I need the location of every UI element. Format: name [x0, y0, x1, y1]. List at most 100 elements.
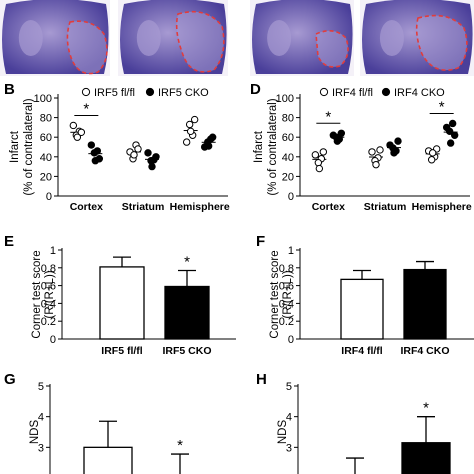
- y-tick-label: 0.6: [279, 281, 294, 293]
- y-tick-label: 60: [282, 132, 294, 144]
- data-point: [130, 151, 138, 159]
- y-tick-label: 0: [46, 191, 52, 203]
- y-axis-label-line: Corner test score: [31, 250, 43, 338]
- data-point: [204, 142, 213, 150]
- significance-star: *: [439, 98, 445, 115]
- y-tick-label: 20: [282, 171, 294, 183]
- data-point: [450, 131, 459, 139]
- significance-star: *: [83, 100, 89, 117]
- data-point: [77, 128, 86, 137]
- y-tick-label: 5: [286, 381, 292, 393]
- infarct-outline: [415, 14, 468, 71]
- legend-marker: [319, 87, 329, 97]
- y-tick-label: 100: [276, 93, 294, 105]
- brain-slice-irf4-cko: [360, 0, 474, 76]
- data-point: [333, 137, 342, 145]
- panel-letter: B: [4, 81, 15, 98]
- infarct-pale-area: [67, 21, 107, 74]
- data-point: [208, 133, 217, 141]
- striatum-region: [18, 20, 43, 56]
- data-point: [190, 115, 199, 124]
- panel-f: F Corner test score (R/(R+L)) 0 0.2 0.4 0.6 0.8…: [256, 233, 474, 357]
- y-tick-label: 1: [288, 245, 294, 257]
- infarct-outline: [315, 30, 349, 68]
- brain-slice-irf5-cko: [118, 0, 228, 76]
- bar: [403, 268, 447, 340]
- legend-marker: [381, 87, 391, 97]
- category-label: IRF5 fl/fl: [101, 345, 142, 357]
- striatum-region: [379, 20, 404, 56]
- panel-e: E Corner test score (R/(R+L)) 0 0.2 0.4 0.6 0.8…: [4, 233, 236, 357]
- y-tick-label: 0.8: [279, 263, 294, 275]
- data-point: [368, 148, 376, 156]
- panel-letter: D: [250, 81, 261, 98]
- brain-slice-irf5-flfl: [0, 0, 110, 76]
- bar: [401, 442, 451, 474]
- y-tick-label: 3: [286, 442, 292, 454]
- y-tick-label: 0.2: [41, 316, 56, 328]
- y-axis-label-line: NDS: [29, 420, 41, 445]
- y-axis-label-line: (% of contralateral): [23, 98, 35, 195]
- y-tick-label: 40: [282, 152, 294, 164]
- data-point: [185, 120, 194, 129]
- data-point: [69, 121, 78, 130]
- y-tick-label: 40: [40, 152, 52, 164]
- data-point: [446, 139, 455, 147]
- y-tick-label: 5: [38, 381, 44, 393]
- y-tick-label: 0.4: [279, 298, 294, 310]
- infarct-pale-area: [316, 30, 348, 67]
- category-label: Cortex: [312, 201, 345, 213]
- data-point: [319, 148, 328, 156]
- y-tick-label: 0: [50, 334, 56, 346]
- data-point: [445, 127, 454, 136]
- significance-star: *: [423, 400, 429, 417]
- data-point: [448, 119, 457, 128]
- infarct-pale-area: [416, 15, 467, 71]
- significance-star: *: [177, 437, 183, 454]
- data-point: [315, 164, 324, 173]
- data-point: [87, 141, 96, 149]
- bar: [99, 266, 145, 340]
- data-point: [182, 138, 191, 146]
- category-label: Hemisphere: [170, 201, 230, 213]
- legend-label: IRF5 CKO: [158, 87, 209, 99]
- y-axis-label-line: (R/(R+L)): [282, 270, 294, 318]
- data-point: [186, 127, 195, 136]
- y-tick-label: 0.2: [279, 316, 294, 328]
- category-label: Striatum: [364, 201, 407, 213]
- data-point: [91, 157, 100, 165]
- legend-marker: [145, 87, 155, 97]
- bar: [83, 446, 133, 474]
- y-tick-label: 1: [50, 245, 56, 257]
- legend-label: IRF5 fl/fl: [94, 87, 135, 99]
- brain-slice-irf4-flfl: [250, 0, 354, 76]
- y-tick-label: 0.6: [41, 281, 56, 293]
- panel-b: B Infarct (% of contralateral) 0 20 40 60 80 100…: [4, 81, 230, 213]
- category-label: Striatum: [122, 201, 165, 213]
- data-point: [73, 133, 82, 141]
- category-label: Hemisphere: [412, 201, 472, 213]
- striatum-region: [267, 20, 292, 56]
- y-axis-label-line: (% of contralateral): [267, 98, 279, 195]
- striatum-region: [136, 20, 161, 56]
- bar: [340, 278, 384, 340]
- data-point: [428, 149, 437, 157]
- data-point: [394, 137, 402, 145]
- data-point: [148, 162, 156, 171]
- y-axis-label-line: Infarct: [9, 130, 21, 163]
- y-tick-label: 4: [286, 412, 292, 424]
- data-point: [427, 156, 436, 164]
- category-label: IRF5 CKO: [162, 345, 211, 357]
- y-tick-label: 100: [34, 93, 52, 105]
- y-tick-label: 4: [38, 412, 44, 424]
- significance-star: *: [325, 108, 331, 125]
- panel-letter: F: [256, 233, 265, 250]
- data-point: [376, 146, 384, 154]
- data-point: [390, 149, 398, 157]
- infarct-pale-area: [176, 11, 224, 72]
- y-axis-label-line: (R/(R+L)): [44, 270, 56, 318]
- category-label: Cortex: [70, 201, 103, 213]
- y-tick-label: 0: [288, 334, 294, 346]
